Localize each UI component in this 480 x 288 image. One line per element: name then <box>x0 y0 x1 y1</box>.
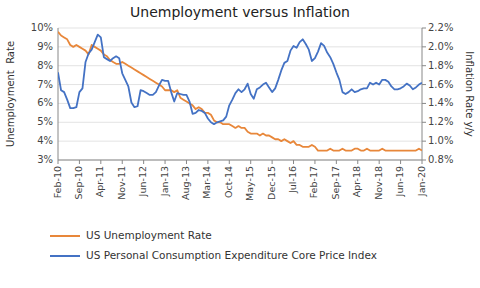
y-axis-line <box>58 28 59 160</box>
x-tick-label: Mar-14 <box>201 166 212 199</box>
y2-tick-label: 1.2% <box>428 116 453 127</box>
legend-label: US Personal Consumption Expenditure Core… <box>86 249 377 261</box>
x-tick-label: Aug-13 <box>180 166 191 200</box>
x-tick <box>186 160 187 164</box>
y-tick-label: 9% <box>37 41 53 52</box>
x-tick-label: Feb-10 <box>52 166 63 198</box>
y-tick-label: 6% <box>37 97 53 108</box>
y2-tick <box>422 160 426 161</box>
grid-line <box>58 65 422 66</box>
y-tick-label: 5% <box>37 116 53 127</box>
x-tick-label: Sep-17 <box>330 166 341 199</box>
x-tick <box>207 160 208 164</box>
x-tick <box>250 160 251 164</box>
grid-line <box>58 84 422 85</box>
y2-axis-line <box>422 28 423 160</box>
x-tick-label: Dec-15 <box>266 166 277 200</box>
y2-axis-label: Inflation Rate y/y <box>464 51 475 136</box>
x-tick <box>79 160 80 164</box>
x-tick-label: Nov-11 <box>116 166 127 200</box>
x-tick <box>122 160 123 164</box>
y-tick-label: 3% <box>37 154 53 165</box>
x-tick-label: Nov-18 <box>373 166 384 200</box>
legend-swatch <box>50 235 80 237</box>
chart: Unemployment versus Inflation 3% 4% 5% 6% 7% 8… <box>0 0 480 288</box>
y2-tick-label: 2.2% <box>428 22 453 33</box>
y2-tick-label: 0.8% <box>428 154 453 165</box>
x-tick <box>357 160 358 164</box>
series-line <box>58 32 422 151</box>
x-axis-line <box>58 160 422 161</box>
x-tick <box>58 160 59 164</box>
y2-tick-label: 1.0% <box>428 135 453 146</box>
y2-tick-label: 1.6% <box>428 79 453 90</box>
x-tick <box>422 160 423 164</box>
series-line <box>58 35 422 125</box>
x-tick <box>143 160 144 164</box>
x-tick-label: Jan-13 <box>159 166 170 197</box>
x-tick <box>293 160 294 164</box>
y2-tick <box>422 141 426 142</box>
x-tick-label: May-15 <box>244 166 255 201</box>
y2-tick-label: 1.8% <box>428 60 453 71</box>
x-tick <box>336 160 337 164</box>
legend-swatch <box>50 255 80 257</box>
x-tick-label: Apr-18 <box>351 166 362 197</box>
x-tick <box>272 160 273 164</box>
x-tick <box>400 160 401 164</box>
grid <box>58 28 422 160</box>
grid-line <box>58 141 422 142</box>
y-axis-label: Unemployment Rate <box>5 41 16 147</box>
x-tick <box>379 160 380 164</box>
x-tick-label: Feb-17 <box>308 166 319 198</box>
grid-line <box>58 103 422 104</box>
y2-tick <box>422 122 426 123</box>
x-tick-label: Jan-20 <box>416 166 427 197</box>
x-tick-label: Oct-14 <box>223 166 234 198</box>
x-tick <box>314 160 315 164</box>
y2-tick <box>422 28 426 29</box>
title: Unemployment versus Inflation <box>130 4 350 20</box>
y2-tick-label: 2.0% <box>428 41 453 52</box>
x-tick-label: Jun-12 <box>137 166 148 197</box>
grid-line <box>58 46 422 47</box>
x-tick <box>165 160 166 164</box>
grid-line <box>58 28 422 29</box>
legend-label: US Unemployment Rate <box>86 229 212 241</box>
grid-line <box>58 122 422 123</box>
x-tick <box>229 160 230 164</box>
y2-tick-label: 1.4% <box>428 97 453 108</box>
y-tick-label: 8% <box>37 60 53 71</box>
y2-tick <box>422 65 426 66</box>
y-tick-label: 4% <box>37 135 53 146</box>
y-tick-label: 10% <box>31 22 53 33</box>
x-tick-label: Jun-19 <box>394 166 405 197</box>
x-tick-label: Jul-16 <box>287 166 298 194</box>
x-tick <box>100 160 101 164</box>
lines <box>58 32 422 151</box>
y-tick-label: 7% <box>37 79 53 90</box>
y2-tick <box>422 46 426 47</box>
x-tick-label: Apr-11 <box>94 166 105 197</box>
x-tick-label: Sep-10 <box>73 166 84 199</box>
y2-tick <box>422 103 426 104</box>
grid-line <box>58 160 422 161</box>
y2-tick <box>422 84 426 85</box>
